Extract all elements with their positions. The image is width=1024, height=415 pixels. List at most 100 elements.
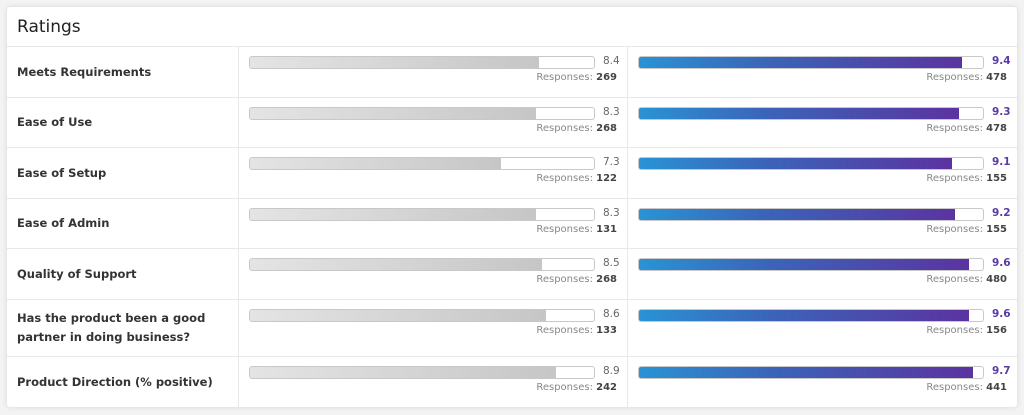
responses-count: 242 (596, 382, 617, 393)
right-responses: Responses: 441 (926, 382, 1007, 393)
left-score-bar (249, 157, 595, 170)
left-score-bar-fill (250, 259, 543, 270)
left-score-value: 8.5 (603, 257, 620, 269)
left-score-value: 8.3 (603, 207, 620, 219)
right-score-bar-fill (639, 108, 959, 119)
right-score-bar (638, 107, 984, 120)
right-score-bar-fill (639, 259, 970, 270)
responses-count: 269 (596, 72, 617, 83)
left-score-bar (249, 107, 595, 120)
right-responses: Responses: 156 (926, 325, 1007, 336)
rating-row: Meets Requirements 8.4 Responses: 269 9.… (7, 47, 1017, 98)
responses-count: 441 (986, 382, 1007, 393)
left-score-bar (249, 366, 595, 379)
left-score-bar-fill (250, 158, 502, 169)
right-rating-cell: 9.4 Responses: 478 (628, 47, 1017, 97)
responses-label: Responses: (536, 325, 593, 336)
responses-count: 155 (986, 173, 1007, 184)
left-score-value: 8.6 (603, 308, 620, 320)
left-responses: Responses: 122 (536, 173, 617, 184)
right-score-bar (638, 309, 984, 322)
responses-label: Responses: (926, 173, 983, 184)
left-score-value: 7.3 (603, 156, 620, 168)
rating-row: Ease of Setup 7.3 Responses: 122 9.1 Res… (7, 148, 1017, 199)
right-score-value: 9.6 (992, 308, 1011, 320)
rating-label: Meets Requirements (7, 47, 239, 97)
responses-label: Responses: (536, 382, 593, 393)
right-score-bar-fill (639, 310, 970, 321)
left-rating-cell: 8.9 Responses: 242 (239, 357, 628, 407)
left-score-value: 8.4 (603, 55, 620, 67)
left-rating-cell: 8.5 Responses: 268 (239, 249, 628, 299)
right-rating-cell: 9.6 Responses: 480 (628, 249, 1017, 299)
responses-count: 122 (596, 173, 617, 184)
rating-label: Has the product been a good partner in d… (7, 300, 239, 356)
responses-label: Responses: (926, 274, 983, 285)
right-score-value: 9.3 (992, 106, 1011, 118)
left-rating-cell: 8.3 Responses: 268 (239, 98, 628, 147)
left-score-bar-fill (250, 310, 546, 321)
responses-label: Responses: (536, 274, 593, 285)
responses-label: Responses: (926, 325, 983, 336)
responses-count: 155 (986, 224, 1007, 235)
left-score-bar-fill (250, 367, 557, 378)
right-score-value: 9.1 (992, 156, 1011, 168)
responses-count: 478 (986, 123, 1007, 134)
responses-count: 131 (596, 224, 617, 235)
left-responses: Responses: 133 (536, 325, 617, 336)
left-score-value: 8.3 (603, 106, 620, 118)
responses-label: Responses: (926, 224, 983, 235)
left-score-bar-fill (250, 108, 536, 119)
right-score-value: 9.6 (992, 257, 1011, 269)
right-score-bar (638, 157, 984, 170)
rating-row: Has the product been a good partner in d… (7, 300, 1017, 357)
responses-count: 268 (596, 274, 617, 285)
right-rating-cell: 9.3 Responses: 478 (628, 98, 1017, 147)
right-score-bar-fill (639, 57, 963, 68)
left-score-bar-fill (250, 209, 536, 220)
right-score-bar-fill (639, 209, 956, 220)
right-score-bar (638, 366, 984, 379)
responses-count: 156 (986, 325, 1007, 336)
responses-count: 268 (596, 123, 617, 134)
left-rating-cell: 7.3 Responses: 122 (239, 148, 628, 198)
left-score-bar (249, 208, 595, 221)
rating-label: Ease of Admin (7, 199, 239, 248)
responses-count: 133 (596, 325, 617, 336)
ratings-title: Ratings (7, 7, 1017, 47)
right-rating-cell: 9.6 Responses: 156 (628, 300, 1017, 356)
right-score-value: 9.2 (992, 207, 1011, 219)
left-responses: Responses: 268 (536, 123, 617, 134)
rating-row: Ease of Admin 8.3 Responses: 131 9.2 Res… (7, 199, 1017, 249)
right-rating-cell: 9.7 Responses: 441 (628, 357, 1017, 407)
right-responses: Responses: 155 (926, 224, 1007, 235)
right-rating-cell: 9.2 Responses: 155 (628, 199, 1017, 248)
right-score-bar-fill (639, 367, 973, 378)
right-responses: Responses: 478 (926, 72, 1007, 83)
rating-label: Product Direction (% positive) (7, 357, 239, 407)
left-score-value: 8.9 (603, 365, 620, 377)
rating-label: Ease of Use (7, 98, 239, 147)
right-score-bar (638, 208, 984, 221)
left-score-bar (249, 56, 595, 69)
right-score-value: 9.7 (992, 365, 1011, 377)
responses-count: 478 (986, 72, 1007, 83)
ratings-table: Meets Requirements 8.4 Responses: 269 9.… (7, 47, 1017, 407)
left-rating-cell: 8.6 Responses: 133 (239, 300, 628, 356)
right-score-bar-fill (639, 158, 953, 169)
rating-row: Product Direction (% positive) 8.9 Respo… (7, 357, 1017, 407)
left-score-bar (249, 309, 595, 322)
left-rating-cell: 8.4 Responses: 269 (239, 47, 628, 97)
left-responses: Responses: 269 (536, 72, 617, 83)
rating-row: Quality of Support 8.5 Responses: 268 9.… (7, 249, 1017, 300)
right-score-value: 9.4 (992, 55, 1011, 67)
left-rating-cell: 8.3 Responses: 131 (239, 199, 628, 248)
responses-count: 480 (986, 274, 1007, 285)
right-responses: Responses: 155 (926, 173, 1007, 184)
responses-label: Responses: (536, 123, 593, 134)
left-responses: Responses: 242 (536, 382, 617, 393)
rating-label: Quality of Support (7, 249, 239, 299)
right-score-bar (638, 258, 984, 271)
responses-label: Responses: (926, 382, 983, 393)
right-responses: Responses: 478 (926, 123, 1007, 134)
